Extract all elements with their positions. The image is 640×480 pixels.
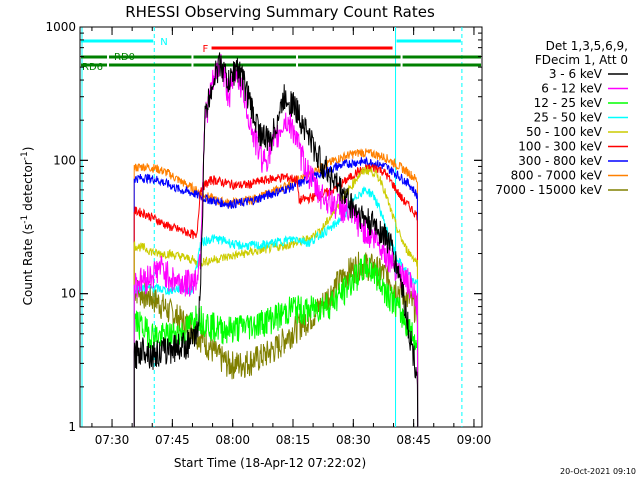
series-line: [133, 251, 419, 428]
series-lines: [133, 52, 419, 428]
series-line: [133, 166, 419, 428]
legend-header-line1: Det 1,3,5,6,9,: [546, 39, 628, 53]
legend-label: 800 - 7000 keV: [511, 169, 603, 183]
chart-title: RHESSI Observing Summary Count Rates: [125, 3, 435, 21]
state-bar-label: RD6: [82, 62, 103, 73]
series-line: [133, 54, 419, 428]
state-bars: N F RD0 RD6: [81, 37, 481, 73]
x-axis: 07:30 07:45 08:00 08:15 08:30 08:45 09:00: [91, 27, 492, 447]
x-tick-label: 07:30: [95, 433, 130, 447]
series-line: [133, 156, 419, 428]
timestamp: 20-Oct-2021 09:10: [560, 467, 636, 476]
y-tick-label: 100: [53, 153, 76, 167]
x-tick-label: 08:30: [336, 433, 371, 447]
legend-label: 25 - 50 keV: [534, 111, 603, 125]
x-tick-label: 08:45: [396, 433, 431, 447]
legend-label: 100 - 300 keV: [518, 140, 602, 154]
state-bar-label: RD0: [114, 52, 135, 63]
y-axis: 1 10 100 1000: [45, 20, 482, 434]
legend-label: 3 - 6 keV: [549, 67, 603, 81]
legend: Det 1,3,5,6,9, FDecim 1, Att 0 3 - 6 keV…: [495, 39, 628, 197]
x-tick-label: 08:00: [215, 433, 250, 447]
series-line: [133, 148, 419, 428]
legend-header-line2: FDecim 1, Att 0: [535, 53, 628, 67]
plot-frame: [79, 26, 483, 428]
attenuator-guides: [81, 27, 463, 427]
y-tick-label: 10: [61, 287, 76, 301]
legend-label: 300 - 800 keV: [518, 154, 602, 168]
y-tick-label: 1000: [45, 20, 76, 34]
series-line: [133, 253, 419, 428]
legend-label: 50 - 100 keV: [526, 125, 603, 139]
x-axis-label: Start Time (18-Apr-12 07:22:02): [174, 456, 366, 470]
legend-label: 12 - 25 keV: [534, 96, 603, 110]
x-tick-label: 08:15: [276, 433, 311, 447]
series-line: [133, 52, 419, 428]
y-tick-label: 1: [68, 420, 76, 434]
legend-label: 6 - 12 keV: [541, 82, 603, 96]
y-axis-label: Count Rate (s-1 detector-1): [20, 147, 35, 306]
state-bar-label: N: [160, 37, 167, 48]
state-bar-label: F: [203, 44, 209, 55]
series-line: [133, 163, 419, 428]
x-tick-label: 09:00: [457, 433, 492, 447]
x-tick-label: 07:45: [155, 433, 190, 447]
legend-label: 7000 - 15000 keV: [495, 183, 602, 197]
